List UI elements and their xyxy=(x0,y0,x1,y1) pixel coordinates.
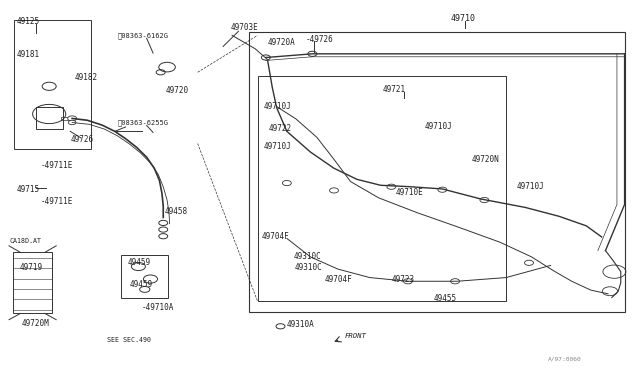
Text: CA18D.AT: CA18D.AT xyxy=(9,238,41,244)
Text: SEE SEC.490: SEE SEC.490 xyxy=(106,337,150,343)
Text: 49458: 49458 xyxy=(164,206,188,216)
Text: 49310A: 49310A xyxy=(287,320,315,329)
Text: 49726: 49726 xyxy=(70,135,93,144)
Text: -49726: -49726 xyxy=(306,35,333,44)
Text: 49720M: 49720M xyxy=(22,319,49,328)
Text: 49459: 49459 xyxy=(127,258,150,267)
Text: Ⓝ08363-6162G: Ⓝ08363-6162G xyxy=(117,33,168,39)
Text: 49710J: 49710J xyxy=(264,102,292,111)
Bar xyxy=(257,76,506,301)
Text: FRONT: FRONT xyxy=(344,333,366,339)
Text: 49310C: 49310C xyxy=(293,252,321,262)
Text: 49125: 49125 xyxy=(17,17,40,26)
Text: 49459: 49459 xyxy=(130,280,153,289)
Text: 49710J: 49710J xyxy=(424,122,452,131)
Text: 49704F: 49704F xyxy=(261,232,289,241)
Text: -49711E: -49711E xyxy=(41,161,73,170)
Text: 49723: 49723 xyxy=(392,275,415,283)
Bar xyxy=(36,107,63,129)
Text: 49715: 49715 xyxy=(17,185,40,194)
Text: 49704F: 49704F xyxy=(325,275,353,283)
Text: A/97:0060: A/97:0060 xyxy=(548,356,582,361)
Text: 49310C: 49310C xyxy=(294,263,323,272)
Text: -49711E: -49711E xyxy=(41,197,73,206)
Bar xyxy=(14,20,91,149)
Text: 49721: 49721 xyxy=(383,85,406,94)
Text: 49710J: 49710J xyxy=(516,182,544,191)
Text: 49710: 49710 xyxy=(451,13,476,22)
Bar xyxy=(248,32,625,312)
Text: 49182: 49182 xyxy=(75,73,98,81)
Text: 49455: 49455 xyxy=(433,294,456,303)
Bar xyxy=(121,255,168,298)
Text: 49710J: 49710J xyxy=(264,142,292,151)
Text: 49720N: 49720N xyxy=(472,155,499,164)
Text: -49710A: -49710A xyxy=(141,302,174,312)
Circle shape xyxy=(68,120,76,125)
Bar xyxy=(61,116,72,120)
Text: 49720: 49720 xyxy=(166,86,189,95)
Text: 49703E: 49703E xyxy=(231,23,259,32)
Circle shape xyxy=(68,116,77,121)
Text: Ⓝ08363-6255G: Ⓝ08363-6255G xyxy=(117,119,168,126)
Text: 49719: 49719 xyxy=(19,263,42,272)
Text: 49710E: 49710E xyxy=(395,188,423,197)
Bar xyxy=(13,253,52,313)
Text: 49720A: 49720A xyxy=(268,38,296,46)
Text: 49722: 49722 xyxy=(269,124,292,133)
Text: 49181: 49181 xyxy=(17,51,40,60)
